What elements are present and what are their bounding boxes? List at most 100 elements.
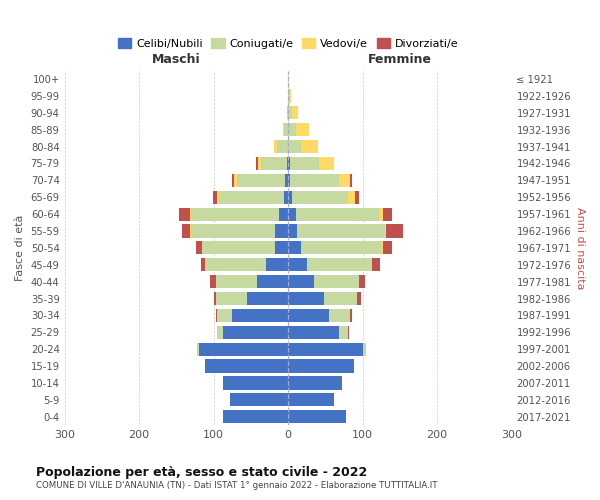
- Bar: [196, 242, 202, 254]
- Bar: [275, 224, 288, 237]
- Bar: [223, 410, 288, 424]
- Bar: [230, 393, 288, 406]
- Bar: [232, 309, 288, 322]
- Bar: [372, 258, 380, 272]
- Bar: [210, 275, 216, 288]
- Bar: [201, 258, 205, 272]
- Bar: [382, 242, 383, 254]
- Bar: [359, 275, 365, 288]
- Text: Femmine: Femmine: [368, 52, 432, 66]
- Bar: [288, 342, 362, 356]
- Bar: [386, 224, 403, 237]
- Bar: [296, 208, 379, 220]
- Bar: [307, 258, 372, 272]
- Bar: [288, 157, 290, 170]
- Bar: [288, 326, 339, 339]
- Bar: [355, 190, 359, 204]
- Bar: [279, 208, 288, 220]
- Bar: [277, 140, 288, 153]
- Bar: [216, 275, 257, 288]
- Bar: [284, 190, 288, 204]
- Bar: [223, 376, 288, 390]
- Bar: [362, 342, 367, 356]
- Bar: [223, 326, 288, 339]
- Bar: [297, 224, 385, 237]
- Bar: [296, 123, 309, 136]
- Bar: [287, 157, 288, 170]
- Bar: [275, 242, 288, 254]
- Bar: [217, 190, 219, 204]
- Bar: [290, 90, 291, 102]
- Bar: [287, 106, 288, 120]
- Bar: [288, 258, 307, 272]
- Bar: [288, 224, 297, 237]
- Bar: [235, 174, 236, 187]
- Bar: [283, 123, 284, 136]
- Bar: [288, 275, 314, 288]
- Bar: [266, 258, 288, 272]
- Y-axis label: Anni di nascita: Anni di nascita: [575, 206, 585, 289]
- Bar: [236, 174, 285, 187]
- Legend: Celibi/Nubili, Coniugati/e, Vedovi/e, Divorziati/e: Celibi/Nubili, Coniugati/e, Vedovi/e, Di…: [113, 34, 463, 54]
- Bar: [232, 174, 235, 187]
- Bar: [290, 157, 319, 170]
- Bar: [288, 410, 346, 424]
- Bar: [339, 174, 350, 187]
- Bar: [288, 242, 301, 254]
- Bar: [288, 140, 301, 153]
- Bar: [274, 140, 277, 153]
- Bar: [329, 309, 350, 322]
- Bar: [292, 106, 298, 120]
- Bar: [288, 106, 292, 120]
- Bar: [288, 190, 292, 204]
- Bar: [217, 326, 223, 339]
- Bar: [202, 242, 275, 254]
- Bar: [199, 342, 288, 356]
- Bar: [214, 292, 216, 305]
- Bar: [314, 275, 359, 288]
- Bar: [217, 309, 232, 322]
- Bar: [347, 326, 349, 339]
- Bar: [288, 393, 334, 406]
- Bar: [197, 342, 199, 356]
- Bar: [216, 292, 247, 305]
- Bar: [205, 258, 266, 272]
- Bar: [257, 157, 260, 170]
- Bar: [292, 190, 347, 204]
- Bar: [190, 224, 191, 237]
- Bar: [383, 242, 392, 254]
- Bar: [379, 208, 383, 220]
- Text: Popolazione per età, sesso e stato civile - 2022: Popolazione per età, sesso e stato civil…: [36, 466, 367, 479]
- Bar: [216, 309, 217, 322]
- Bar: [288, 360, 353, 372]
- Bar: [284, 123, 288, 136]
- Text: COMUNE DI VILLE D'ANAUNIA (TN) - Dati ISTAT 1° gennaio 2022 - Elaborazione TUTTI: COMUNE DI VILLE D'ANAUNIA (TN) - Dati IS…: [36, 481, 437, 490]
- Bar: [257, 275, 288, 288]
- Bar: [205, 360, 288, 372]
- Bar: [288, 292, 324, 305]
- Bar: [288, 90, 290, 102]
- Bar: [324, 292, 358, 305]
- Bar: [350, 174, 352, 187]
- Bar: [350, 309, 352, 322]
- Bar: [385, 224, 386, 237]
- Bar: [256, 157, 257, 170]
- Bar: [179, 208, 190, 220]
- Bar: [219, 190, 284, 204]
- Text: Maschi: Maschi: [152, 52, 200, 66]
- Bar: [319, 157, 334, 170]
- Bar: [347, 190, 355, 204]
- Bar: [358, 292, 361, 305]
- Bar: [339, 326, 347, 339]
- Bar: [213, 190, 217, 204]
- Bar: [182, 224, 190, 237]
- Bar: [383, 208, 392, 220]
- Bar: [288, 376, 342, 390]
- Y-axis label: Fasce di età: Fasce di età: [15, 214, 25, 281]
- Bar: [288, 208, 296, 220]
- Bar: [191, 224, 275, 237]
- Bar: [288, 123, 296, 136]
- Bar: [290, 174, 339, 187]
- Bar: [301, 242, 382, 254]
- Bar: [288, 174, 290, 187]
